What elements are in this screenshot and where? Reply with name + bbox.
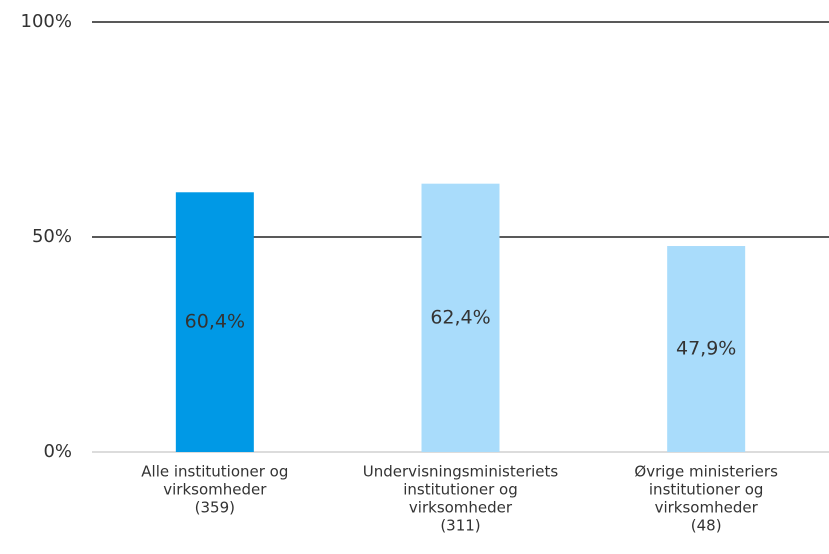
- x-tick-label: virksomheder: [655, 499, 759, 517]
- x-tick-label: (311): [440, 517, 480, 535]
- x-tick-label: Undervisningsministeriets: [363, 463, 559, 481]
- y-tick-label: 100%: [21, 11, 72, 32]
- x-tick-label: (48): [691, 517, 722, 535]
- value-label: 47,9%: [676, 338, 736, 360]
- value-label: 60,4%: [185, 311, 245, 333]
- y-tick-label: 0%: [43, 441, 72, 462]
- x-tick-label: (359): [195, 499, 235, 517]
- bar: [421, 183, 500, 452]
- x-tick-label: Alle institutioner og: [141, 463, 288, 481]
- bar: [667, 246, 746, 452]
- bar: [175, 192, 254, 452]
- x-tick-label: institutioner og: [403, 481, 518, 499]
- x-tick-label: Øvrige ministeriers: [634, 463, 778, 481]
- x-tick-label: virksomheder: [163, 481, 267, 499]
- value-label: 62,4%: [430, 306, 490, 328]
- x-tick-label: institutioner og: [649, 481, 764, 499]
- x-tick-label: virksomheder: [409, 499, 513, 517]
- y-tick-label: 50%: [32, 226, 72, 247]
